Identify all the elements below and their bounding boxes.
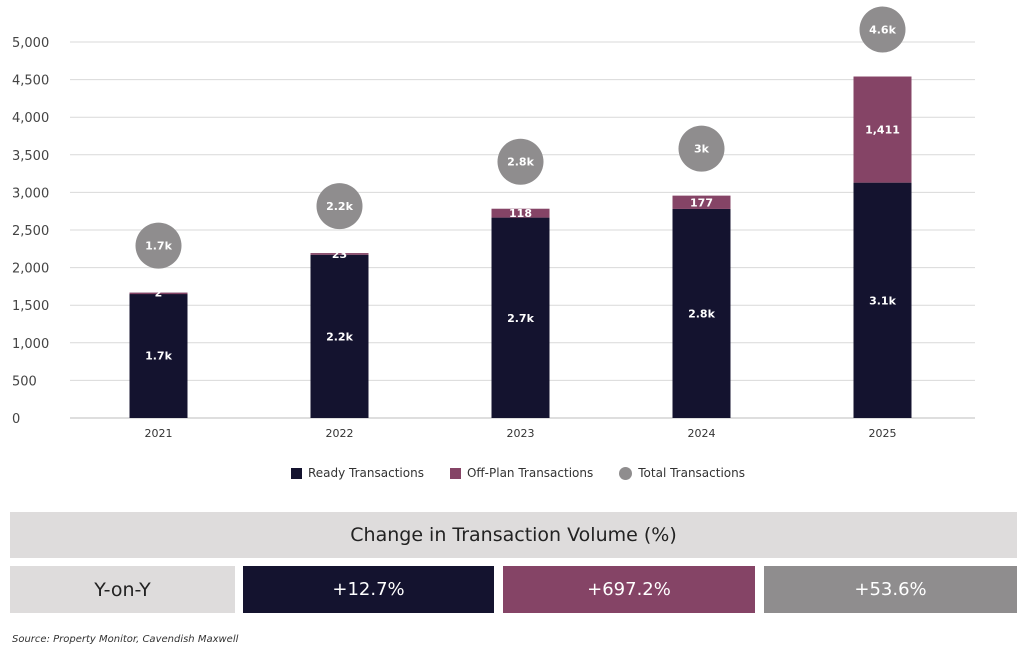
stacked-bar-chart: 0 500 1,000 1,500 2,000 2,500 3,000 3,500 4,000 4… [12,6,975,440]
bar-offplan [129,292,188,295]
bar-offplan [853,76,912,183]
x-tick-label: 2025 [869,427,897,440]
data-label-ready: 2.8k [688,307,715,320]
change-table-row: Y-on-Y +12.7% +697.2% +53.6% [10,566,1017,613]
row-label-yoy: Y-on-Y [10,566,235,613]
total-change-cell: +53.6% [764,566,1017,613]
total-bubble [497,138,544,185]
bar-offplan [310,253,369,255]
y-tick-label: 1,500 [12,299,49,314]
data-label-ready: 2.7k [507,312,534,325]
bar-ready [491,217,550,418]
legend-label-ready: Ready Transactions [307,466,424,480]
y-tick-label: 3,000 [12,186,49,201]
y-tick-label: 0 [12,412,20,427]
y-tick-label: 3,500 [12,149,49,164]
legend-swatch-total [619,466,633,480]
y-tick-label: 4,000 [12,111,49,126]
legend-label-offplan: Off-Plan Transactions [466,466,594,480]
total-bubble [678,125,725,172]
source-note: Source: Property Monitor, Cavendish Maxw… [12,634,239,645]
data-label-ready: 2.2k [326,330,353,343]
x-tick-label: 2024 [688,427,716,440]
chart-legend: Ready Transactions Off-Plan Transactions… [0,466,1024,480]
legend-item-total: Total Transactions [619,466,745,480]
data-label-offplan: 1,411 [865,124,900,137]
bar-offplan [672,195,731,209]
data-label-offplan: 2 [155,287,163,300]
y-tick-label: 500 [12,374,37,389]
data-label-offplan: 177 [690,196,713,209]
y-tick-label: 2,000 [12,262,49,277]
data-label-total: 2.2k [326,200,353,213]
y-tick-label: 5,000 [12,36,49,51]
ready-change-cell: +12.7% [243,566,494,613]
offplan-change-cell: +697.2% [503,566,755,613]
total-bubble [859,6,906,53]
bar-ready [129,292,188,418]
legend-swatch-ready [290,467,302,479]
legend-item-ready: Ready Transactions [290,466,424,480]
x-tick-label: 2023 [507,427,535,440]
bar-offplan [491,208,550,218]
change-table-title: Change in Transaction Volume (%) [10,512,1017,558]
bar-ready [672,208,731,418]
bar-ready [310,254,369,418]
bar-ready [853,182,912,418]
legend-label-total: Total Transactions [638,466,745,480]
data-label-ready: 3.1k [869,294,896,307]
y-tick-label: 4,500 [12,74,49,89]
data-label-total: 3k [694,143,710,156]
data-label-ready: 1.7k [145,349,172,362]
x-tick-label: 2021 [145,427,173,440]
legend-swatch-offplan [449,467,461,479]
data-label-offplan: 118 [509,207,532,220]
total-bubble [135,222,182,269]
y-tick-label: 1,000 [12,337,49,352]
data-label-total: 4.6k [869,24,896,37]
y-tick-label: 2,500 [12,224,49,239]
x-axis-ticks: 2021 2022 2023 2024 2025 [145,427,897,440]
legend-item-offplan: Off-Plan Transactions [449,466,594,480]
x-tick-label: 2022 [326,427,354,440]
data-label-offplan: 23 [332,248,347,261]
bars: 1.7k 2 1.7k 2.2k 23 2.2k 2.7k 118 2.8k 2.8k 177 3k 3… [129,6,912,418]
data-label-total: 2.8k [507,156,534,169]
data-label-total: 1.7k [145,240,172,253]
total-bubble [316,183,363,230]
y-axis-ticks: 0 500 1,000 1,500 2,000 2,500 3,000 3,500 4,000 4… [12,36,49,427]
